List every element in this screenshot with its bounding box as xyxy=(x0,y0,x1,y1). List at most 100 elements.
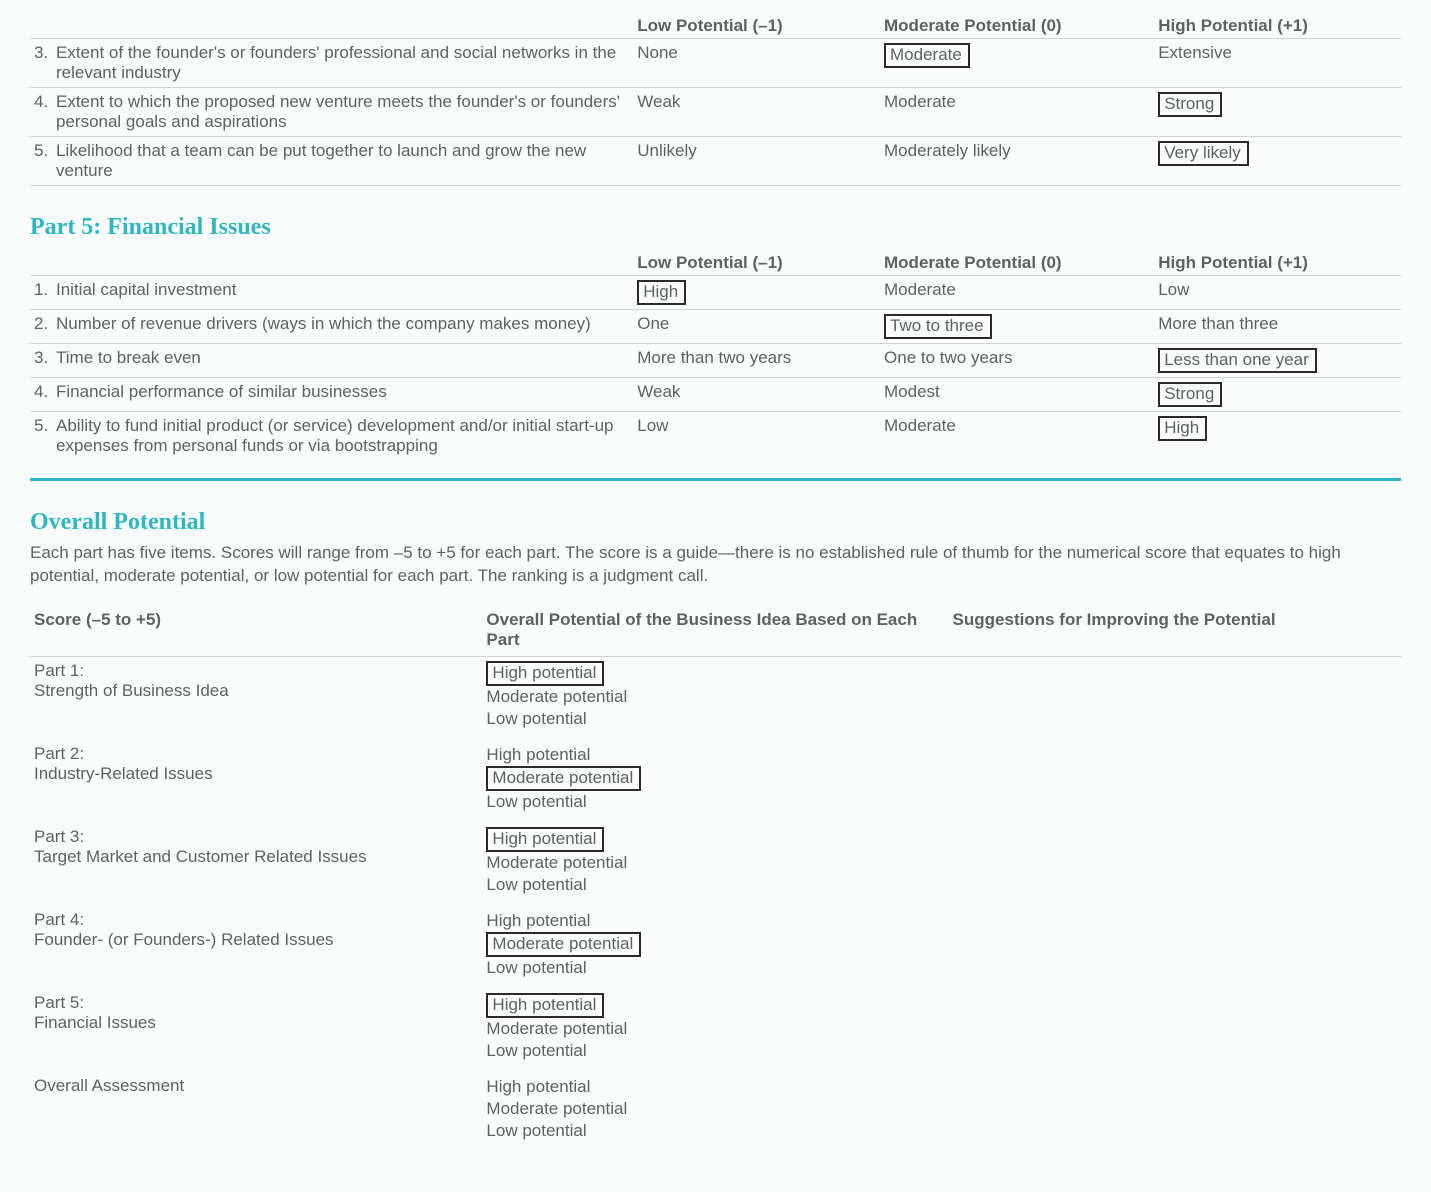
potential-option: High potential xyxy=(486,661,944,686)
cell-high: More than three xyxy=(1154,310,1401,344)
cell-mod: Moderate xyxy=(880,39,1154,88)
overall-part-label: Part 2:Industry-Related Issues xyxy=(30,740,482,823)
item-initial-capital: 1. Initial capital investment xyxy=(34,280,629,300)
overall-col2-header: Overall Potential of the Business Idea B… xyxy=(482,606,948,657)
selected-box: Moderate potential xyxy=(486,932,641,957)
overall-col1-header: Score (–5 to +5) xyxy=(30,606,482,657)
potential-option: Low potential xyxy=(486,1040,944,1062)
part-label-bottom: Financial Issues xyxy=(34,1013,478,1033)
cell-mod: Moderate xyxy=(880,412,1154,461)
cell-high: Low xyxy=(1154,276,1401,310)
item-founder-networks: 3. Extent of the founder's or founders' … xyxy=(34,43,629,83)
selected-box: Less than one year xyxy=(1158,348,1317,373)
item-revenue-drivers: 2. Number of revenue drivers (ways in wh… xyxy=(34,314,629,334)
selected-box: Very likely xyxy=(1158,141,1249,166)
part-label-bottom: Strength of Business Idea xyxy=(34,681,478,701)
part-label-top: Part 5: xyxy=(34,993,478,1013)
item-team-likelihood: 5. Likelihood that a team can be put tog… xyxy=(34,141,629,181)
potential-option: High potential xyxy=(486,1076,944,1098)
selected-box: High potential xyxy=(486,661,604,686)
potential-option: Moderate potential xyxy=(486,852,944,874)
overall-part-label: Part 1:Strength of Business Idea xyxy=(30,656,482,740)
item-number: 5. xyxy=(34,141,56,181)
cell-low: Unlikely xyxy=(633,137,880,186)
overall-options-cell: High potentialModerate potentialLow pote… xyxy=(482,989,948,1072)
cell-low: Low xyxy=(633,412,880,461)
potential-option: Moderate potential xyxy=(486,1018,944,1040)
cell-high: Very likely xyxy=(1154,137,1401,186)
cell-low: High xyxy=(633,276,880,310)
selected-box: High potential xyxy=(486,993,604,1018)
overall-suggestions-cell xyxy=(949,656,1401,740)
overall-suggestions-cell xyxy=(949,823,1401,906)
potential-option: Low potential xyxy=(486,1120,944,1142)
potential-option: High potential xyxy=(486,910,944,932)
cell-low: None xyxy=(633,39,880,88)
item-text: Extent of the founder's or founders' pro… xyxy=(56,43,629,83)
part5-table: Low Potential (–1) Moderate Potential (0… xyxy=(30,247,1401,460)
potential-option: High potential xyxy=(486,827,944,852)
cell-low: More than two years xyxy=(633,344,880,378)
col-low-header: Low Potential (–1) xyxy=(633,247,880,276)
cell-mod: Moderate xyxy=(880,88,1154,137)
item-similar-businesses: 4. Financial performance of similar busi… xyxy=(34,382,629,402)
potential-option: Moderate potential xyxy=(486,686,944,708)
item-text: Likelihood that a team can be put togeth… xyxy=(56,141,629,181)
overall-options-cell: High potentialModerate potentialLow pote… xyxy=(482,740,948,823)
selected-box: Strong xyxy=(1158,92,1222,117)
col-low-header: Low Potential (–1) xyxy=(633,10,880,39)
overall-part-label: Part 3:Target Market and Customer Relate… xyxy=(30,823,482,906)
overall-suggestions-cell xyxy=(949,989,1401,1072)
potential-option: High potential xyxy=(486,744,944,766)
col-high-header: High Potential (+1) xyxy=(1154,247,1401,276)
potential-option: Low potential xyxy=(486,791,944,813)
potential-option: Moderate potential xyxy=(486,766,944,791)
selected-box: Two to three xyxy=(884,314,992,339)
cell-high: High xyxy=(1154,412,1401,461)
overall-suggestions-cell xyxy=(949,740,1401,823)
item-break-even: 3. Time to break even xyxy=(34,348,629,368)
item-number: 4. xyxy=(34,382,56,402)
item-text: Time to break even xyxy=(56,348,629,368)
overall-suggestions-cell xyxy=(949,906,1401,989)
overall-options-cell: High potentialModerate potentialLow pote… xyxy=(482,656,948,740)
overall-part-label: Part 4:Founder- (or Founders-) Related I… xyxy=(30,906,482,989)
item-bootstrapping: 5. Ability to fund initial product (or s… xyxy=(34,416,629,456)
overall-options-cell: High potentialModerate potentialLow pote… xyxy=(482,1072,948,1152)
cell-high: Less than one year xyxy=(1154,344,1401,378)
potential-option: Low potential xyxy=(486,708,944,730)
overall-table: Score (–5 to +5) Overall Potential of th… xyxy=(30,606,1401,1152)
potential-option: Low potential xyxy=(486,874,944,896)
item-text: Ability to fund initial product (or serv… xyxy=(56,416,629,456)
selected-box: High xyxy=(1158,416,1207,441)
part5-title: Part 5: Financial Issues xyxy=(30,214,1401,241)
potential-option: High potential xyxy=(486,993,944,1018)
item-number: 2. xyxy=(34,314,56,334)
potential-option: Moderate potential xyxy=(486,932,944,957)
potential-option: Low potential xyxy=(486,957,944,979)
part-label-bottom: Industry-Related Issues xyxy=(34,764,478,784)
potential-option: Moderate potential xyxy=(486,1098,944,1120)
item-number: 3. xyxy=(34,348,56,368)
item-text: Number of revenue drivers (ways in which… xyxy=(56,314,629,334)
selected-box: Moderate potential xyxy=(486,766,641,791)
cell-mod: Moderate xyxy=(880,276,1154,310)
item-text: Financial performance of similar busines… xyxy=(56,382,629,402)
col-mod-header: Moderate Potential (0) xyxy=(880,10,1154,39)
overall-title: Overall Potential xyxy=(30,509,1401,536)
cell-low: Weak xyxy=(633,88,880,137)
selected-box: High potential xyxy=(486,827,604,852)
cell-high: Extensive xyxy=(1154,39,1401,88)
item-number: 5. xyxy=(34,416,56,456)
part-label-bottom: Founder- (or Founders-) Related Issues xyxy=(34,930,478,950)
selected-box: Moderate xyxy=(884,43,970,68)
overall-options-cell: High potentialModerate potentialLow pote… xyxy=(482,906,948,989)
col-high-header: High Potential (+1) xyxy=(1154,10,1401,39)
cell-high: Strong xyxy=(1154,378,1401,412)
part-label-top: Part 3: xyxy=(34,827,478,847)
overall-suggestions-cell xyxy=(949,1072,1401,1152)
item-text: Initial capital investment xyxy=(56,280,629,300)
part-label-top: Part 1: xyxy=(34,661,478,681)
part-label-top: Part 2: xyxy=(34,744,478,764)
cell-low: One xyxy=(633,310,880,344)
